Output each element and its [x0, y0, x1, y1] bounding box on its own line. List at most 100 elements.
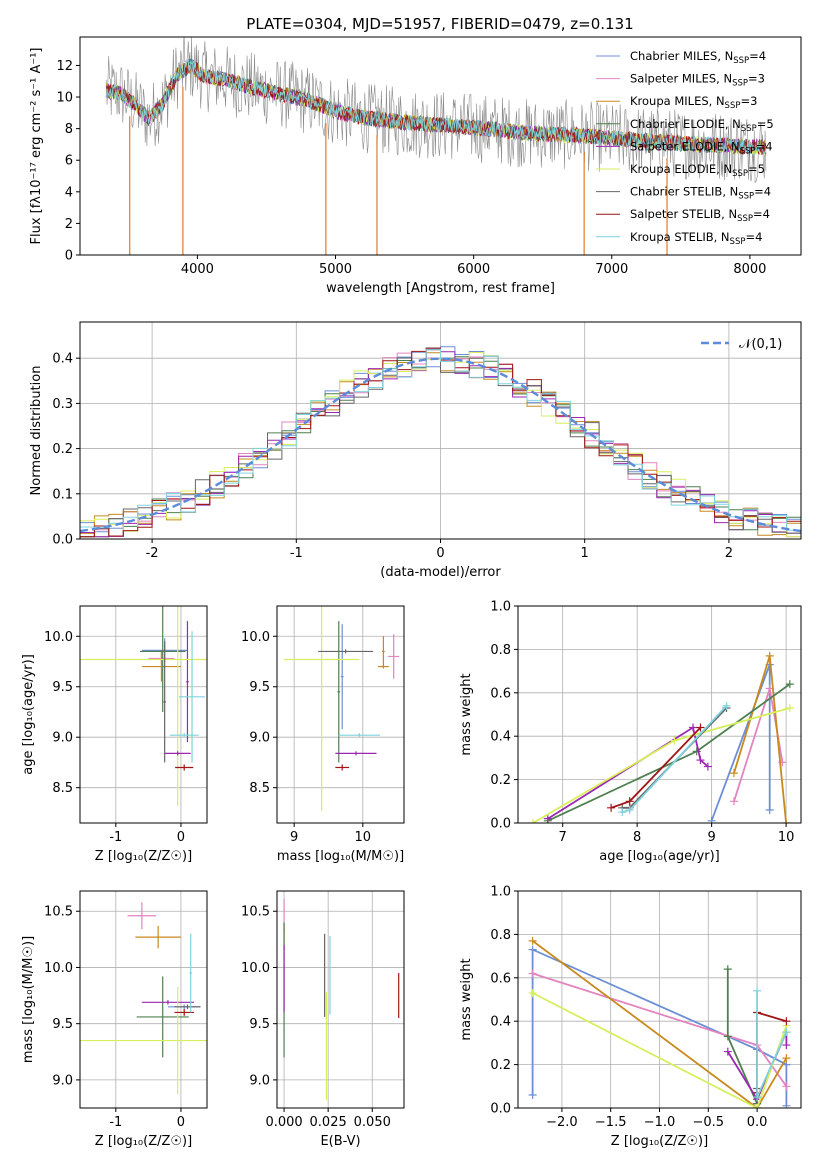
y-tick-label: 0.4 — [490, 1015, 511, 1030]
weight-marker-kroupa-miles — [528, 936, 537, 945]
legend-entry: Salpeter STELIB, NSSP=4 — [630, 207, 770, 224]
y-tick-label: 0.2 — [490, 1058, 511, 1073]
x-axis-label: Z [log₁₀(Z/Z☉)] — [95, 1134, 192, 1149]
x-tick-label: −2.0 — [546, 1115, 578, 1130]
y-tick-label: 8.5 — [249, 781, 270, 796]
x-axis-label: Z [log₁₀(Z/Z☉)] — [95, 849, 192, 864]
y-tick-label: 0.6 — [490, 686, 511, 701]
y-tick-label: 4 — [65, 185, 73, 200]
y-tick-label: 10.5 — [44, 905, 73, 920]
legend-entry: Salpeter ELODIE, NSSP=4 — [630, 139, 773, 156]
y-tick-label: 10.0 — [44, 630, 73, 645]
x-tick-label: -1 — [109, 830, 122, 845]
weight-marker-salpeter-stelib — [782, 1017, 791, 1026]
y-tick-label: 0.0 — [490, 1102, 511, 1117]
x-tick-label: -2 — [146, 546, 159, 561]
weight-line-salpeter-elodie — [547, 726, 709, 820]
x-axis-label: E(B-V) — [320, 1134, 360, 1149]
x-tick-label: −0.5 — [693, 1115, 725, 1130]
weight-marker-chabrier-elodie — [723, 965, 732, 974]
x-tick-label: 8 — [633, 830, 641, 845]
x-tick-label: 5000 — [319, 262, 352, 277]
weight-marker-kroupa-elodie — [670, 736, 679, 745]
weight-marker-kroupa-elodie — [528, 988, 537, 997]
x-axis-label: mass [log₁₀(M/M☉)] — [277, 849, 404, 864]
y-tick-label: 0.0 — [490, 817, 511, 832]
weight-marker-kroupa-elodie — [785, 703, 794, 712]
weight-marker-salpeter-miles — [528, 969, 537, 978]
plot-area — [528, 936, 791, 1108]
y-tick-label: 1.0 — [490, 600, 511, 615]
x-tick-label: 8000 — [733, 262, 766, 277]
weight-marker-salpeter-stelib — [607, 803, 616, 812]
legend-entry: 𝒩(0,1) — [739, 337, 782, 352]
y-tick-label: 0.1 — [52, 487, 73, 502]
weight-marker-salpeter-elodie — [696, 756, 705, 765]
x-tick-label: 7000 — [595, 262, 628, 277]
model-spectrum-kroupa-stelib — [105, 59, 767, 155]
weight-marker-kroupa-stelib — [625, 805, 634, 814]
weight-marker-kroupa-elodie — [753, 1104, 762, 1108]
weight-marker-kroupa-stelib — [722, 701, 731, 710]
y-tick-label: 0.4 — [52, 352, 73, 367]
y-tick-label: 8.5 — [52, 781, 73, 796]
legend-entry: Chabrier MILES, NSSP=4 — [630, 49, 766, 66]
x-tick-label: 0.0 — [747, 1115, 768, 1130]
axes-frame — [276, 605, 405, 824]
axes-frame — [517, 605, 802, 824]
weight-marker-salpeter-miles — [782, 1082, 791, 1091]
x-tick-label: 0.050 — [354, 1115, 391, 1130]
y-tick-label: 0 — [65, 249, 73, 264]
figure-title: PLATE=0304, MJD=51957, FIBERID=0479, z=0… — [246, 15, 633, 33]
weight-marker-kroupa-elodie — [528, 819, 537, 823]
y-tick-label: 9.5 — [249, 1017, 270, 1032]
y-tick-label: 10 — [56, 91, 73, 106]
weight-marker-salpeter-stelib — [696, 723, 705, 732]
plot-area — [80, 346, 801, 538]
x-tick-label: 0.025 — [310, 1115, 347, 1130]
weight-marker-salpeter-elodie — [543, 814, 552, 823]
y-tick-label: 9.5 — [52, 680, 73, 695]
axes-frame — [79, 36, 802, 256]
x-tick-label: 0 — [177, 1115, 185, 1130]
y-tick-label: 1.0 — [490, 885, 511, 900]
y-tick-label: 9.0 — [249, 1073, 270, 1088]
mass-vs-metallicity-panel: -1 0 9.0 9.5 10.0 10.5 Z [log₁₀(Z/Z☉)] mass [lo… — [21, 890, 208, 1149]
x-tick-label: -1 — [109, 1115, 122, 1130]
x-tick-label: 0 — [436, 546, 444, 561]
weight-line-chabrier-elodie — [547, 683, 791, 822]
x-tick-label: 6000 — [457, 262, 490, 277]
y-tick-label: 0.8 — [490, 928, 511, 943]
legend-entry: Chabrier ELODIE, NSSP=5 — [630, 117, 774, 134]
weight-marker-kroupa-miles — [729, 769, 738, 778]
y-tick-label: 9.0 — [249, 731, 270, 746]
x-tick-label: 0.000 — [265, 1115, 302, 1130]
y-tick-label: 0.3 — [52, 397, 73, 412]
y-tick-label: 9.5 — [52, 1017, 73, 1032]
y-tick-label: 10.0 — [241, 961, 270, 976]
age-vs-mass-panel: 9 10 8.5 9.0 9.5 10.0 mass [log₁₀(M/M☉)] — [241, 605, 405, 864]
x-tick-label: 9 — [707, 830, 715, 845]
spectrum-panel: 4000 5000 6000 7000 8000 0 2 4 6 8 10 12 wavelength … — [29, 36, 802, 296]
legend-entry: Kroupa MILES, NSSP=3 — [630, 94, 757, 111]
weight-marker-kroupa-stelib — [753, 986, 762, 995]
legend-entry: Chabrier STELIB, NSSP=4 — [630, 185, 771, 202]
weight-marker-chabrier-miles — [528, 1090, 537, 1099]
plot-area — [80, 606, 207, 806]
weight-marker-chabrier-miles — [707, 816, 716, 823]
y-tick-label: 10.5 — [241, 905, 270, 920]
weight-marker-chabrier-elodie — [785, 680, 794, 689]
y-tick-label: 2 — [65, 217, 73, 232]
x-tick-label: 1 — [581, 546, 589, 561]
y-tick-label: 10.0 — [44, 961, 73, 976]
weight-line-kroupa-stelib — [622, 705, 728, 813]
weight-marker-kroupa-miles — [782, 1054, 791, 1063]
weight-line-kroupa-elodie — [532, 707, 791, 823]
weight-marker-kroupa-stelib — [618, 808, 627, 817]
y-tick-label: 12 — [56, 59, 73, 74]
x-tick-label: -1 — [290, 546, 303, 561]
y-tick-label: 9.0 — [52, 731, 73, 746]
weight-marker-salpeter-elodie — [723, 1047, 732, 1056]
weight-marker-salpeter-miles — [729, 797, 738, 806]
weight-marker-salpeter-elodie — [689, 723, 698, 732]
